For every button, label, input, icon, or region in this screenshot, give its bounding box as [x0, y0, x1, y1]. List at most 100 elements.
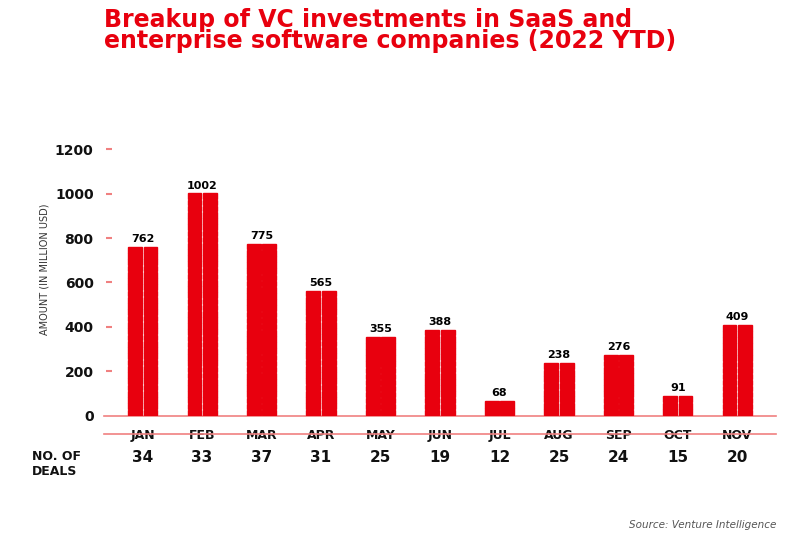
Bar	[738, 361, 752, 367]
Bar	[544, 363, 558, 369]
Bar	[441, 385, 454, 391]
Bar	[604, 398, 618, 403]
Bar	[128, 366, 142, 372]
Bar	[203, 398, 217, 403]
Bar	[187, 274, 202, 279]
Bar	[722, 386, 737, 391]
Bar	[738, 356, 752, 361]
Bar	[203, 385, 217, 391]
Bar	[262, 342, 276, 348]
Bar	[143, 303, 158, 309]
Bar	[382, 410, 395, 415]
Bar	[560, 403, 574, 409]
Bar	[441, 367, 454, 373]
Text: enterprise software companies (2022 YTD): enterprise software companies (2022 YTD)	[104, 29, 676, 53]
Bar	[738, 379, 752, 385]
Bar	[441, 391, 454, 397]
Bar	[203, 311, 217, 317]
Bar	[560, 363, 574, 369]
Bar	[738, 343, 752, 349]
Bar	[187, 193, 202, 199]
Bar	[426, 348, 439, 354]
Bar	[306, 328, 320, 334]
Bar	[366, 343, 380, 349]
Bar	[619, 355, 633, 360]
Bar	[187, 324, 202, 329]
Bar	[366, 356, 380, 361]
Text: 31: 31	[310, 450, 332, 465]
Bar	[203, 255, 217, 261]
Bar	[322, 322, 336, 328]
Bar	[128, 247, 142, 253]
Bar	[738, 331, 752, 337]
Bar	[128, 290, 142, 296]
Bar	[441, 342, 454, 348]
Bar	[203, 293, 217, 298]
Bar	[722, 379, 737, 385]
Bar	[441, 336, 454, 342]
Bar	[247, 410, 261, 415]
Bar	[500, 408, 514, 415]
Text: 565: 565	[310, 278, 333, 288]
Bar	[426, 391, 439, 397]
Bar	[426, 354, 439, 360]
Bar	[262, 256, 276, 262]
Bar	[544, 376, 558, 383]
Bar	[262, 293, 276, 298]
Bar	[143, 260, 158, 265]
Text: 19: 19	[430, 450, 450, 465]
Bar	[143, 247, 158, 253]
Bar	[544, 383, 558, 389]
Bar	[722, 361, 737, 367]
Bar	[128, 328, 142, 334]
Bar	[143, 310, 158, 315]
Bar	[203, 268, 217, 273]
Bar	[262, 367, 276, 373]
Bar	[306, 366, 320, 372]
Bar	[366, 404, 380, 409]
Bar	[306, 410, 320, 415]
Bar	[128, 253, 142, 259]
Bar	[619, 385, 633, 391]
Bar	[722, 325, 737, 330]
Bar	[143, 290, 158, 296]
Text: 91: 91	[670, 383, 686, 393]
Bar	[187, 360, 202, 366]
Bar	[485, 408, 498, 415]
Bar	[322, 360, 336, 365]
Bar	[203, 262, 217, 267]
Bar	[544, 403, 558, 409]
Bar	[738, 325, 752, 330]
Bar	[722, 331, 737, 337]
Bar	[187, 311, 202, 317]
Bar	[322, 290, 336, 296]
Bar	[187, 348, 202, 354]
Bar	[143, 272, 158, 278]
Bar	[306, 378, 320, 384]
Bar	[187, 255, 202, 261]
Bar	[382, 349, 395, 355]
Bar	[322, 410, 336, 415]
Bar	[306, 372, 320, 378]
Bar	[306, 297, 320, 303]
Bar	[203, 354, 217, 360]
Bar	[143, 253, 158, 259]
Bar	[203, 305, 217, 310]
Text: 12: 12	[489, 450, 510, 465]
Bar	[560, 370, 574, 376]
Bar	[128, 322, 142, 328]
Bar	[604, 404, 618, 409]
Bar	[187, 398, 202, 403]
Bar	[187, 305, 202, 310]
Bar	[143, 265, 158, 271]
Bar	[187, 336, 202, 341]
Bar	[604, 373, 618, 378]
Bar	[722, 392, 737, 397]
Bar	[441, 348, 454, 354]
Bar	[262, 274, 276, 280]
Text: 20: 20	[726, 450, 748, 465]
Bar	[366, 379, 380, 385]
Bar	[247, 336, 261, 342]
Bar	[619, 398, 633, 403]
Bar	[128, 341, 142, 346]
